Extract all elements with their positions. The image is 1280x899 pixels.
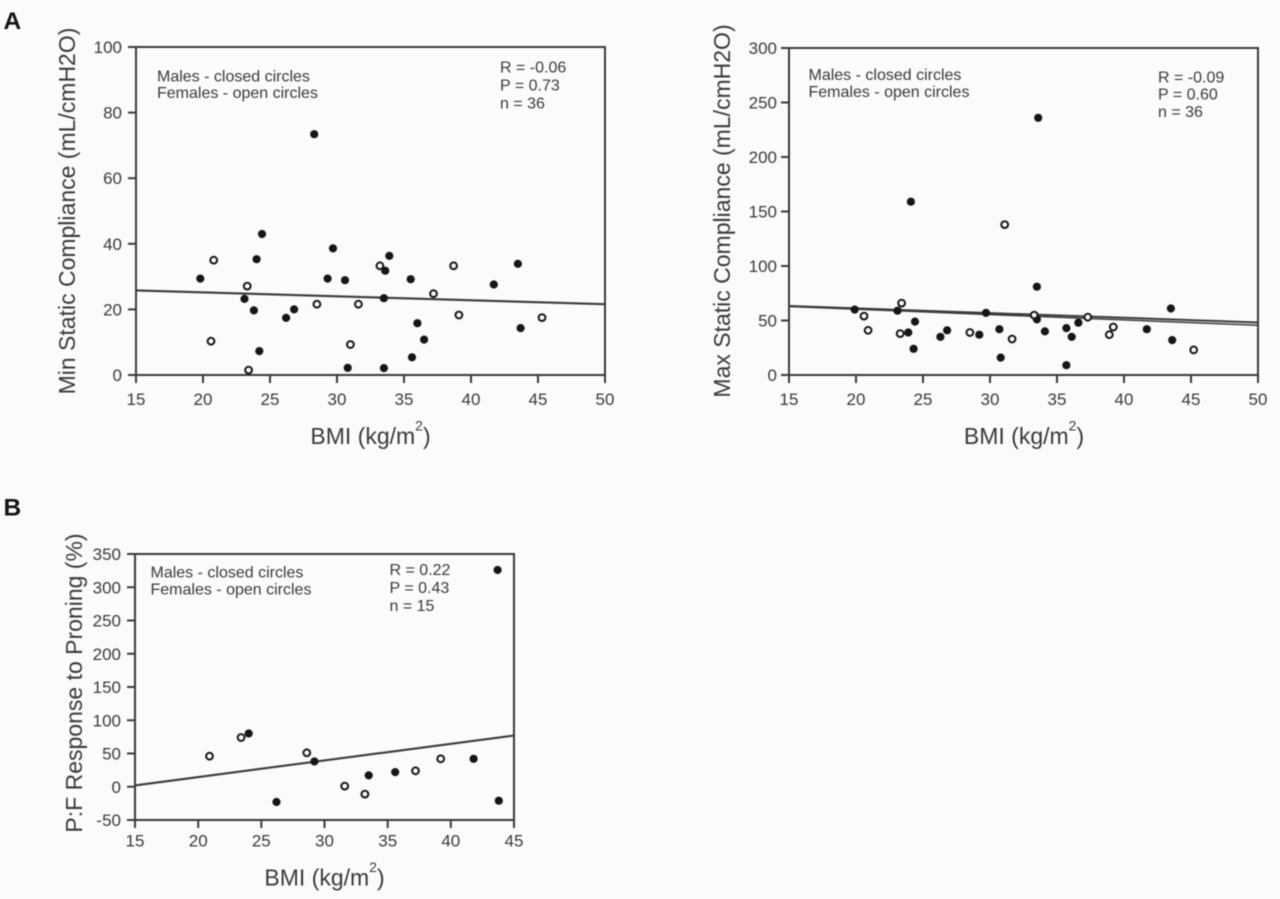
svg-text:40: 40: [441, 832, 460, 851]
svg-text:45: 45: [505, 832, 524, 851]
svg-text:R = -0.06: R = -0.06: [500, 60, 566, 77]
svg-text:250: 250: [93, 612, 121, 631]
svg-text:0: 0: [113, 366, 122, 385]
svg-text:P:F Response to Proning (%): P:F Response to Proning (%): [61, 533, 87, 832]
svg-text:25: 25: [914, 390, 933, 409]
svg-text:20: 20: [103, 300, 122, 319]
svg-text:Females - open circles: Females - open circles: [157, 85, 318, 102]
svg-text:30: 30: [981, 390, 1000, 409]
svg-text:BMI (kg/m2): BMI (kg/m2): [264, 859, 384, 891]
svg-text:Min Static Compliance (mL/cmH2: Min Static Compliance (mL/cmH2O): [54, 28, 80, 395]
svg-text:P = 0.60: P = 0.60: [1158, 87, 1218, 104]
svg-text:20: 20: [194, 390, 213, 409]
svg-text:P = 0.43: P = 0.43: [390, 580, 450, 597]
svg-text:350: 350: [93, 545, 121, 564]
svg-text:15: 15: [127, 390, 146, 409]
svg-text:50: 50: [596, 390, 615, 409]
svg-text:40: 40: [103, 235, 122, 254]
svg-text:200: 200: [749, 148, 777, 167]
svg-text:80: 80: [103, 104, 122, 123]
svg-text:40: 40: [462, 390, 481, 409]
svg-text:BMI (kg/m2): BMI (kg/m2): [964, 418, 1084, 450]
svg-text:0: 0: [768, 366, 777, 385]
svg-text:Females - open circles: Females - open circles: [151, 582, 312, 599]
svg-text:P = 0.73: P = 0.73: [500, 78, 560, 95]
svg-text:150: 150: [749, 203, 777, 222]
svg-text:25: 25: [261, 390, 280, 409]
svg-text:n = 36: n = 36: [1158, 104, 1203, 121]
svg-text:20: 20: [847, 390, 866, 409]
svg-text:Males - closed circles: Males - closed circles: [157, 69, 310, 86]
svg-text:30: 30: [315, 832, 334, 851]
svg-text:60: 60: [103, 169, 122, 188]
svg-text:Max Static Compliance (mL/cmH2: Max Static Compliance (mL/cmH2O): [709, 24, 735, 397]
svg-text:40: 40: [1115, 390, 1134, 409]
svg-text:45: 45: [529, 390, 548, 409]
svg-text:20: 20: [189, 832, 208, 851]
svg-text:50: 50: [758, 312, 777, 331]
svg-text:15: 15: [780, 390, 799, 409]
svg-text:30: 30: [328, 390, 347, 409]
svg-text:150: 150: [93, 678, 121, 697]
svg-text:B: B: [4, 495, 22, 522]
svg-text:0: 0: [112, 778, 121, 797]
svg-text:300: 300: [93, 578, 121, 597]
svg-text:45: 45: [1182, 390, 1201, 409]
svg-text:R = 0.22: R = 0.22: [390, 562, 451, 579]
svg-text:50: 50: [102, 745, 121, 764]
svg-text:n = 15: n = 15: [390, 598, 435, 615]
svg-text:35: 35: [395, 390, 414, 409]
svg-text:Males - closed circles: Males - closed circles: [809, 67, 962, 84]
svg-text:-50: -50: [96, 811, 121, 830]
svg-text:BMI (kg/m2): BMI (kg/m2): [310, 418, 430, 450]
svg-text:100: 100: [94, 38, 122, 57]
svg-text:35: 35: [1048, 390, 1067, 409]
svg-text:250: 250: [749, 94, 777, 113]
svg-text:35: 35: [378, 832, 397, 851]
svg-text:100: 100: [93, 711, 121, 730]
svg-text:A: A: [4, 8, 22, 35]
svg-text:Females - open circles: Females - open circles: [809, 84, 970, 101]
svg-text:300: 300: [749, 39, 777, 58]
svg-text:50: 50: [1249, 390, 1268, 409]
svg-text:n = 36: n = 36: [500, 96, 545, 113]
svg-text:25: 25: [252, 832, 271, 851]
svg-text:200: 200: [93, 645, 121, 664]
svg-text:Males - closed circles: Males - closed circles: [151, 565, 304, 582]
svg-text:R = -0.09: R = -0.09: [1158, 69, 1224, 86]
svg-text:100: 100: [749, 257, 777, 276]
svg-text:15: 15: [126, 832, 145, 851]
